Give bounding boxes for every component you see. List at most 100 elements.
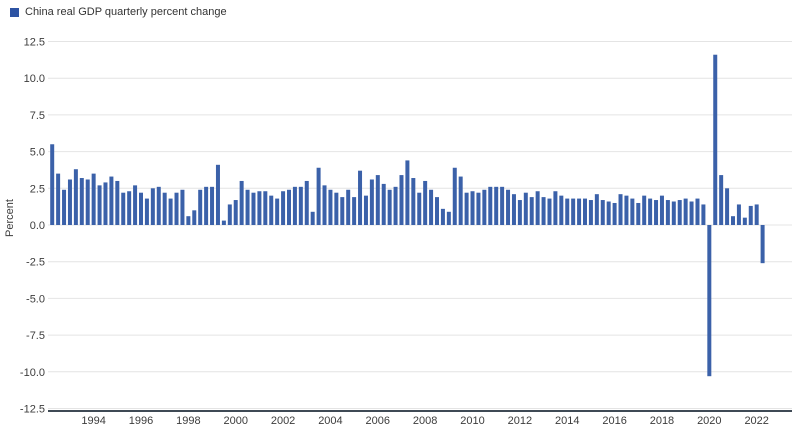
- y-tick-label: 7.5: [30, 110, 45, 122]
- bar-2009Q1: [446, 211, 451, 225]
- bar-2010Q4: [488, 186, 493, 225]
- bar-2006Q1: [375, 175, 380, 225]
- y-tick-label: -10.0: [20, 367, 45, 379]
- bar-2011Q4: [511, 194, 516, 225]
- bar-1995Q2: [121, 192, 126, 225]
- bar-2008Q2: [429, 189, 434, 225]
- bar-2005Q1: [352, 197, 357, 225]
- bar-2020Q2: [713, 54, 718, 226]
- bar-2015Q2: [594, 194, 599, 225]
- bar-2019Q3: [695, 198, 700, 225]
- bar-2014Q4: [583, 198, 587, 225]
- x-tick-label: 2020: [697, 415, 721, 427]
- bar-1994Q2: [97, 185, 102, 225]
- x-tick-label: 2014: [555, 415, 579, 427]
- bar-1992Q2: [50, 144, 55, 225]
- bar-2004Q3: [340, 197, 345, 225]
- bar-1996Q4: [156, 186, 161, 225]
- bar-1999Q1: [210, 186, 215, 225]
- y-tick-label: 2.5: [30, 183, 45, 195]
- bar-2011Q1: [494, 186, 499, 225]
- bar-1997Q1: [162, 192, 167, 225]
- bar-2016Q4: [630, 198, 635, 225]
- bar-2010Q1: [470, 191, 475, 225]
- bar-2012Q1: [517, 200, 522, 225]
- bar-2018Q2: [665, 200, 670, 225]
- bar-1993Q2: [73, 169, 78, 225]
- bar-2007Q1: [399, 175, 404, 225]
- bar-2014Q1: [565, 198, 570, 225]
- bar-2021Q2: [736, 204, 741, 225]
- bar-2018Q3: [671, 201, 676, 225]
- bar-2005Q2: [358, 170, 363, 225]
- x-tick-label: 2012: [508, 415, 532, 427]
- bar-1999Q2: [215, 164, 220, 225]
- y-tick-label: 12.5: [24, 37, 45, 49]
- bar-2006Q4: [393, 186, 398, 225]
- x-tick-label: 2004: [318, 415, 342, 427]
- y-axis-label: Percent: [4, 199, 16, 237]
- bar-2011Q2: [500, 186, 505, 225]
- bar-2006Q3: [387, 189, 392, 225]
- bar-1997Q4: [180, 189, 185, 225]
- bar-2003Q4: [322, 185, 327, 225]
- bar-2004Q2: [334, 192, 339, 225]
- bar-2014Q2: [571, 198, 576, 225]
- legend-label: China real GDP quarterly percent change: [25, 6, 227, 18]
- bar-1998Q3: [198, 189, 203, 225]
- bar-2019Q4: [701, 204, 706, 225]
- y-tick-label: 10.0: [24, 73, 45, 85]
- bar-2021Q3: [742, 217, 747, 225]
- bar-2003Q2: [310, 211, 315, 225]
- y-tick-label: 0.0: [30, 220, 45, 232]
- bar-2003Q3: [316, 167, 321, 225]
- x-tick-label: 2006: [366, 415, 390, 427]
- bar-2001Q4: [275, 198, 280, 225]
- bar-2016Q2: [618, 194, 623, 225]
- bar-1998Q4: [204, 186, 209, 225]
- bar-2012Q4: [535, 191, 540, 225]
- bar-2001Q2: [263, 191, 268, 225]
- x-tick-label: 2016: [602, 415, 626, 427]
- bar-1998Q1: [186, 216, 191, 225]
- y-tick-label: -12.5: [20, 404, 45, 416]
- bar-2018Q1: [659, 195, 664, 225]
- legend: China real GDP quarterly percent change: [10, 7, 227, 18]
- bar-2017Q1: [636, 202, 641, 225]
- legend-swatch-icon: [10, 8, 19, 17]
- bar-2002Q1: [281, 191, 286, 225]
- bar-2021Q1: [731, 216, 735, 225]
- bar-2004Q1: [328, 189, 333, 225]
- bar-2002Q2: [287, 189, 291, 225]
- bar-1999Q3: [221, 220, 226, 225]
- bar-2000Q4: [251, 192, 256, 225]
- bar-2007Q4: [417, 192, 422, 225]
- x-tick-label: 1994: [81, 415, 105, 427]
- bar-2013Q4: [559, 195, 564, 225]
- bar-1996Q1: [139, 192, 143, 225]
- y-tick-label: -7.5: [26, 330, 45, 342]
- bar-2005Q3: [363, 195, 368, 225]
- bar-2009Q2: [452, 167, 457, 225]
- bar-2015Q1: [588, 200, 593, 225]
- bar-1992Q3: [56, 173, 61, 225]
- x-tick-label: 2002: [271, 415, 295, 427]
- bar-1992Q4: [62, 189, 67, 225]
- bar-2015Q3: [600, 200, 605, 225]
- bar-1997Q2: [168, 198, 173, 225]
- bar-2001Q3: [269, 195, 274, 225]
- bar-2005Q4: [369, 179, 374, 225]
- x-tick-label: 2000: [223, 415, 247, 427]
- bar-1995Q1: [115, 180, 120, 225]
- bar-1994Q4: [109, 176, 114, 225]
- x-tick-label: 2008: [413, 415, 437, 427]
- bar-2017Q3: [648, 198, 653, 225]
- bar-2020Q3: [719, 175, 724, 225]
- x-tick-label: 1998: [176, 415, 200, 427]
- bar-1999Q4: [227, 204, 232, 225]
- y-tick-label: -2.5: [26, 257, 45, 269]
- bar-2011Q3: [506, 189, 511, 225]
- bar-2000Q1: [233, 200, 238, 225]
